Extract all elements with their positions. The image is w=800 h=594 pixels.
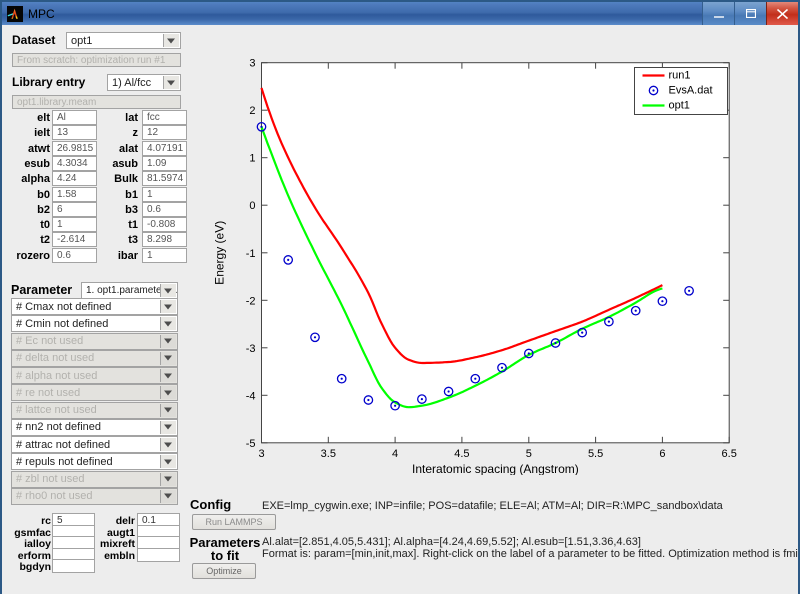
svg-text:3.5: 3.5 — [321, 448, 336, 460]
svg-text:0: 0 — [249, 200, 255, 212]
svg-text:-4: -4 — [246, 390, 256, 402]
svg-text:run1: run1 — [669, 70, 691, 82]
svg-text:3: 3 — [249, 58, 255, 70]
svg-text:5.5: 5.5 — [588, 448, 603, 460]
svg-text:-1: -1 — [246, 248, 256, 260]
svg-text:4: 4 — [392, 448, 398, 460]
svg-text:3: 3 — [258, 448, 264, 460]
svg-text:-3: -3 — [246, 343, 256, 355]
svg-text:5: 5 — [526, 448, 532, 460]
svg-text:6: 6 — [659, 448, 665, 460]
svg-text:Interatomic spacing (Angstrom): Interatomic spacing (Angstrom) — [412, 462, 579, 475]
svg-text:4.5: 4.5 — [454, 448, 469, 460]
svg-text:EvsA.dat: EvsA.dat — [669, 85, 713, 97]
svg-text:opt1: opt1 — [669, 100, 690, 112]
svg-text:6.5: 6.5 — [722, 448, 737, 460]
svg-text:Energy (eV): Energy (eV) — [213, 221, 227, 285]
svg-text:1: 1 — [249, 153, 255, 165]
svg-text:-5: -5 — [246, 438, 256, 450]
svg-text:2: 2 — [249, 105, 255, 117]
svg-text:-2: -2 — [246, 295, 256, 307]
